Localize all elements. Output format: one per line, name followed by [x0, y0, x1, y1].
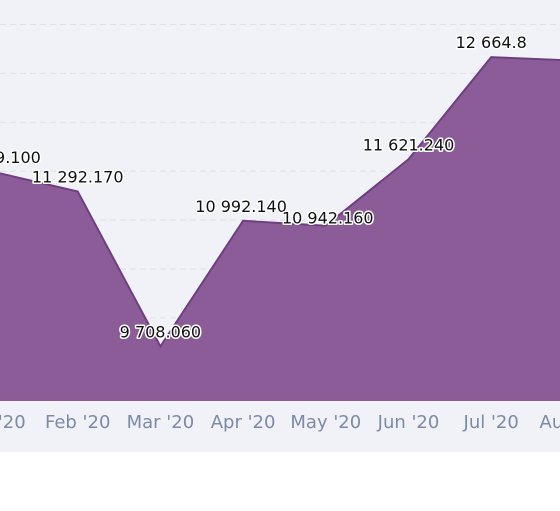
x-tick-label: Jun '20: [377, 412, 440, 433]
x-tick-label: Mar '20: [127, 412, 195, 433]
data-label: 11 292.170: [32, 167, 124, 186]
data-label: 11 621.240: [363, 135, 455, 154]
x-tick-label: May '20: [290, 412, 361, 433]
x-tick-label: Jul '20: [463, 412, 519, 433]
x-tick-label: Jan '20: [0, 412, 26, 433]
x-tick-label: Apr '20: [211, 412, 276, 433]
x-tick-label: Aug '20: [540, 412, 560, 433]
data-label: 10 942.160: [282, 209, 374, 228]
series-line: [0, 56, 560, 349]
data-label: 9 708.060: [120, 322, 201, 341]
data-label: 10 992.140: [195, 197, 287, 216]
series-area: [0, 57, 560, 401]
x-tick-label: Feb '20: [45, 412, 110, 433]
x-axis-ticks: Jan '20 Feb '20 Mar '20 Apr '20 May '20 Jun '…: [0, 412, 560, 433]
data-label: 12 664.8: [456, 33, 527, 52]
data-label: 11 489.100: [0, 148, 41, 167]
